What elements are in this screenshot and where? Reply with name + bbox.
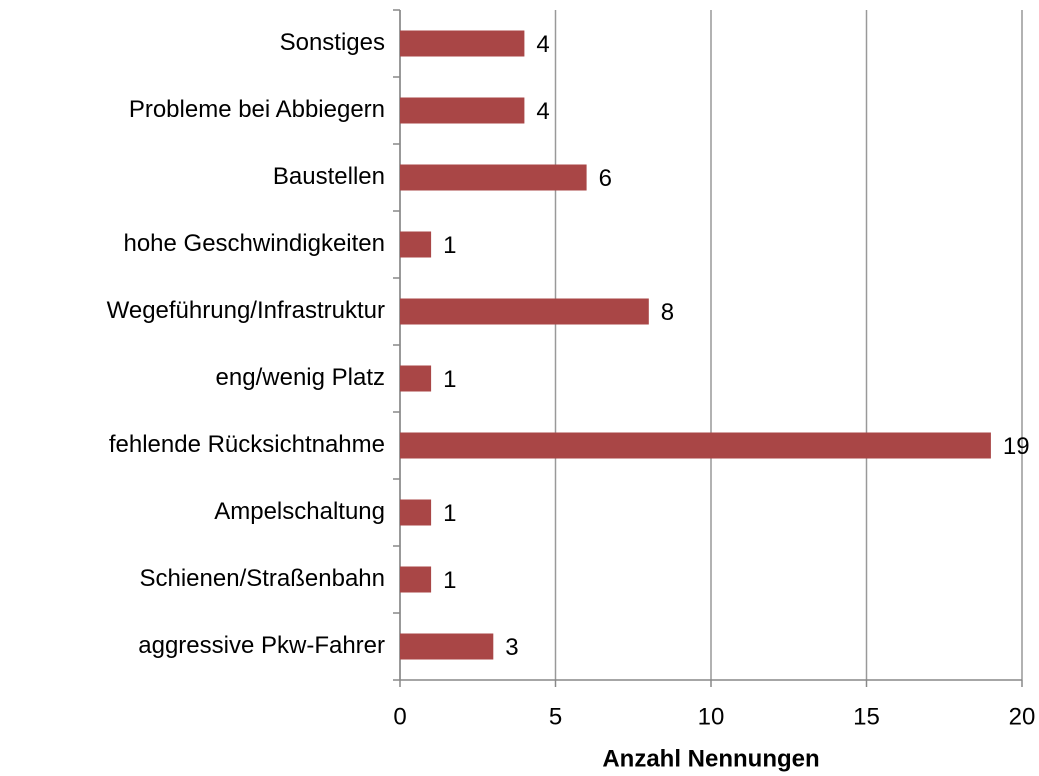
- x-tick-label: 5: [549, 703, 562, 730]
- data-label: 1: [443, 500, 456, 527]
- y-tick-label: Schienen/Straßenbahn: [139, 565, 385, 592]
- bar: [400, 231, 432, 258]
- y-tick-label: Ampelschaltung: [214, 498, 385, 525]
- data-label: 4: [536, 98, 549, 125]
- bar: [400, 30, 525, 57]
- y-tick-label: Probleme bei Abbiegern: [129, 96, 385, 123]
- bar: [400, 164, 587, 191]
- data-label: 6: [599, 165, 612, 192]
- y-tick-label: Baustellen: [273, 163, 385, 190]
- x-tick-label: 0: [393, 703, 406, 730]
- x-axis-title: Anzahl Nennungen: [602, 745, 819, 772]
- data-label: 8: [661, 299, 674, 326]
- data-label: 4: [536, 31, 549, 58]
- data-label: 1: [443, 567, 456, 594]
- y-tick-label: hohe Geschwindigkeiten: [123, 230, 385, 257]
- bar: [400, 298, 649, 325]
- y-tick-label: fehlende Rücksichtnahme: [109, 431, 385, 458]
- y-tick-label: Wegeführung/Infrastruktur: [107, 297, 385, 324]
- bar: [400, 566, 432, 593]
- bar: [400, 432, 991, 459]
- x-tick-label: 20: [1009, 703, 1036, 730]
- data-label: 19: [1003, 433, 1030, 460]
- y-tick-label: aggressive Pkw-Fahrer: [138, 632, 385, 659]
- data-label: 1: [443, 366, 456, 393]
- x-tick-label: 15: [853, 703, 880, 730]
- data-label: 1: [443, 232, 456, 259]
- bar: [400, 633, 494, 660]
- data-label: 3: [505, 634, 518, 661]
- bar: [400, 499, 432, 526]
- y-tick-label: Sonstiges: [280, 29, 385, 56]
- y-tick-label: eng/wenig Platz: [216, 364, 385, 391]
- bar: [400, 97, 525, 124]
- bar: [400, 365, 432, 392]
- x-tick-label: 10: [698, 703, 725, 730]
